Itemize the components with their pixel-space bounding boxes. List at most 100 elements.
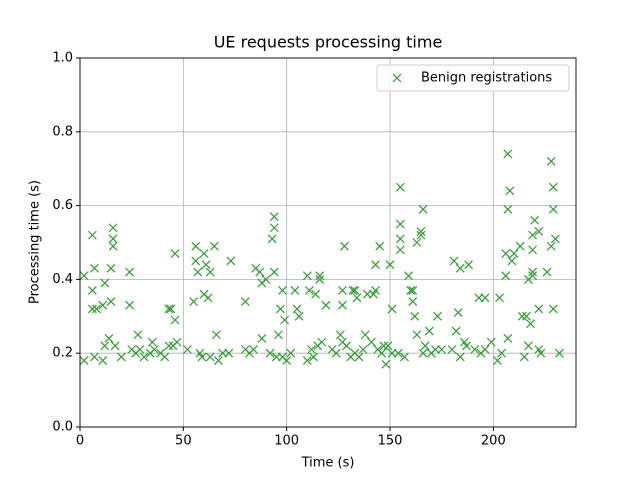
data-point bbox=[503, 204, 513, 214]
data-point bbox=[147, 337, 157, 347]
plot-frame bbox=[79, 57, 577, 428]
data-point bbox=[358, 345, 368, 354]
data-point bbox=[480, 293, 490, 303]
data-point bbox=[431, 345, 440, 354]
data-point bbox=[507, 256, 517, 266]
y-tick-label: 0.6 bbox=[52, 198, 73, 213]
data-point bbox=[352, 293, 362, 303]
data-point bbox=[125, 300, 135, 310]
data-point bbox=[292, 304, 302, 314]
data-point bbox=[269, 223, 279, 233]
data-point bbox=[110, 341, 120, 351]
x-tick-label: 100 bbox=[274, 434, 299, 449]
data-point bbox=[271, 352, 281, 362]
data-point bbox=[528, 245, 538, 255]
data-point bbox=[166, 304, 176, 314]
data-point bbox=[197, 352, 207, 362]
data-point bbox=[191, 256, 201, 266]
data-point bbox=[290, 286, 300, 295]
data-point bbox=[90, 352, 99, 362]
y-tick-label: 0.2 bbox=[52, 346, 73, 361]
data-point bbox=[149, 345, 159, 354]
data-point bbox=[100, 278, 110, 288]
data-point bbox=[315, 271, 325, 281]
data-point bbox=[302, 271, 312, 281]
data-point bbox=[338, 286, 347, 295]
data-point bbox=[503, 334, 513, 343]
data-point bbox=[321, 300, 331, 310]
data-point bbox=[486, 337, 496, 347]
data-point bbox=[517, 311, 527, 321]
data-point bbox=[302, 356, 312, 366]
data-point bbox=[209, 241, 219, 251]
data-point bbox=[505, 186, 515, 196]
data-point bbox=[416, 230, 426, 240]
data-point bbox=[331, 348, 341, 358]
data-point bbox=[350, 286, 360, 295]
data-point bbox=[205, 352, 215, 362]
data-point bbox=[385, 260, 395, 270]
data-point bbox=[493, 356, 502, 366]
data-point bbox=[534, 227, 544, 236]
data-point bbox=[400, 352, 409, 362]
data-point bbox=[379, 341, 389, 351]
data-point bbox=[354, 352, 364, 362]
data-point bbox=[408, 297, 418, 306]
data-point bbox=[536, 348, 546, 358]
data-point bbox=[189, 297, 199, 306]
data-point bbox=[366, 337, 376, 347]
data-point bbox=[92, 304, 101, 314]
data-point bbox=[455, 352, 465, 362]
data-point bbox=[315, 274, 325, 284]
legend-label: Benign registrations bbox=[421, 71, 552, 86]
data-point bbox=[170, 315, 180, 325]
data-point bbox=[342, 341, 352, 351]
data-point bbox=[371, 286, 380, 295]
data-point bbox=[447, 345, 457, 354]
data-point bbox=[437, 345, 447, 354]
data-point bbox=[519, 352, 529, 362]
y-tick-label: 0.8 bbox=[52, 124, 73, 139]
data-point bbox=[395, 234, 405, 244]
data-point bbox=[191, 241, 201, 251]
data-point bbox=[360, 330, 370, 340]
data-point bbox=[273, 330, 283, 340]
data-point bbox=[546, 241, 556, 251]
data-point bbox=[106, 297, 116, 306]
data-point bbox=[317, 337, 327, 347]
data-point bbox=[501, 249, 511, 258]
y-tick-label: 0.0 bbox=[52, 420, 73, 435]
data-point bbox=[338, 300, 347, 310]
data-point bbox=[261, 274, 271, 284]
data-point bbox=[309, 352, 318, 362]
data-point bbox=[521, 311, 531, 321]
data-point bbox=[528, 271, 538, 281]
y-tick-label: 0.4 bbox=[52, 272, 73, 287]
data-point bbox=[87, 304, 97, 314]
data-point bbox=[451, 326, 461, 336]
data-point bbox=[139, 352, 149, 362]
data-point bbox=[534, 304, 544, 314]
data-point bbox=[265, 348, 275, 358]
data-point bbox=[387, 348, 397, 358]
data-point bbox=[79, 271, 89, 281]
data-point bbox=[193, 267, 203, 277]
data-point bbox=[412, 238, 422, 247]
data-point bbox=[211, 330, 221, 340]
data-point bbox=[98, 300, 108, 310]
data-point bbox=[497, 348, 507, 358]
data-point bbox=[104, 334, 114, 343]
data-point bbox=[418, 348, 428, 358]
data-point bbox=[269, 212, 279, 222]
data-point bbox=[387, 304, 397, 314]
data-point bbox=[404, 271, 414, 281]
data-point bbox=[377, 348, 387, 358]
data-point bbox=[530, 215, 540, 225]
data-point bbox=[286, 348, 296, 358]
data-point bbox=[255, 267, 265, 277]
y-tick-label: 1.0 bbox=[52, 51, 73, 66]
data-point bbox=[133, 330, 143, 340]
data-point bbox=[526, 319, 535, 329]
data-point bbox=[495, 293, 504, 303]
